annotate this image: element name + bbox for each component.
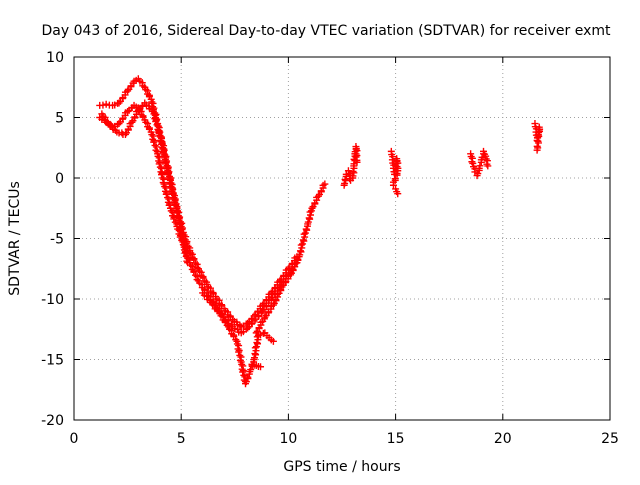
data-point	[124, 87, 132, 95]
data-point	[152, 118, 160, 126]
data-point	[193, 263, 201, 271]
data-point	[235, 348, 243, 356]
y-tick-label: 0	[55, 171, 64, 187]
data-point	[99, 101, 107, 109]
data-point	[257, 363, 265, 371]
data-point	[484, 162, 492, 170]
data-point	[184, 259, 192, 267]
data-point	[168, 187, 176, 195]
data-point	[239, 368, 247, 376]
data-points	[96, 75, 544, 388]
series-cluster-15	[387, 147, 402, 198]
data-point	[177, 227, 185, 235]
axis-ticks: 0 5 10 15 20 25 -20 -15 -10 -5 0 5 10	[41, 50, 619, 447]
data-point	[158, 171, 166, 179]
data-point	[474, 170, 482, 178]
data-point	[181, 249, 189, 257]
x-tick-label: 0	[70, 431, 79, 447]
data-point	[151, 141, 159, 149]
data-point	[159, 179, 167, 187]
y-tick-label: -10	[41, 292, 64, 308]
y-tick-label: 5	[55, 111, 64, 127]
data-point	[152, 146, 160, 154]
grid	[74, 57, 610, 420]
data-point	[155, 128, 163, 136]
data-point	[167, 207, 175, 215]
data-point	[150, 110, 158, 118]
data-point	[353, 158, 361, 166]
data-point	[251, 344, 259, 352]
data-point	[179, 238, 187, 246]
data-point	[170, 215, 178, 223]
data-point	[236, 356, 244, 364]
x-tick-label: 25	[601, 431, 619, 447]
data-point	[300, 230, 308, 238]
data-point	[247, 366, 255, 374]
data-point	[297, 241, 305, 249]
series-recovery	[252, 180, 329, 337]
data-point	[533, 146, 541, 154]
data-point	[535, 132, 543, 140]
data-point	[102, 100, 110, 108]
data-point	[160, 148, 168, 156]
x-axis-label: GPS time / hours	[283, 459, 400, 475]
data-point	[171, 218, 179, 226]
series-lower-tail	[199, 289, 277, 388]
series-cluster-19	[467, 147, 492, 180]
y-tick-label: -20	[41, 413, 64, 429]
data-point	[269, 337, 277, 345]
data-point	[242, 378, 250, 386]
data-point	[321, 180, 329, 188]
data-point	[536, 127, 544, 135]
series-isolated-points	[248, 360, 265, 371]
data-point	[306, 208, 314, 216]
data-point	[148, 131, 156, 139]
data-point	[162, 159, 170, 167]
y-tick-label: -5	[50, 232, 64, 248]
data-point	[124, 107, 132, 115]
data-point	[174, 212, 182, 220]
data-point	[389, 181, 397, 189]
x-tick-label: 5	[177, 431, 186, 447]
data-point	[183, 257, 191, 265]
data-point	[134, 106, 142, 114]
data-point	[244, 324, 252, 332]
data-point	[352, 153, 360, 161]
data-point	[166, 172, 174, 180]
data-point	[469, 159, 477, 167]
data-point	[164, 194, 172, 202]
data-point	[394, 190, 402, 198]
x-tick-label: 15	[387, 431, 405, 447]
data-point	[155, 160, 163, 168]
y-axis-label: SDTVAR / TECUs	[7, 181, 23, 296]
data-point	[148, 98, 156, 106]
series-branch-c	[98, 99, 192, 267]
data-point	[223, 321, 231, 329]
chart-title: Day 043 of 2016, Sidereal Day-to-day VTE…	[42, 23, 612, 39]
data-point	[244, 373, 252, 381]
y-tick-label: 10	[46, 50, 64, 66]
series-cluster-13	[340, 143, 361, 189]
data-point	[252, 329, 260, 337]
x-tick-label: 10	[279, 431, 297, 447]
data-point	[171, 198, 179, 206]
data-point	[162, 190, 170, 198]
y-tick-label: -15	[41, 353, 64, 369]
data-point	[173, 209, 181, 217]
data-point	[476, 162, 484, 170]
data-point	[161, 183, 169, 191]
data-point	[157, 136, 165, 144]
data-point	[534, 139, 542, 147]
data-point	[150, 138, 158, 146]
data-point	[153, 121, 161, 129]
x-tick-label: 20	[494, 431, 512, 447]
data-point	[349, 167, 357, 175]
data-point	[156, 132, 164, 140]
series-cluster-21.5	[531, 120, 544, 154]
data-point	[164, 169, 172, 177]
data-point	[193, 276, 201, 284]
